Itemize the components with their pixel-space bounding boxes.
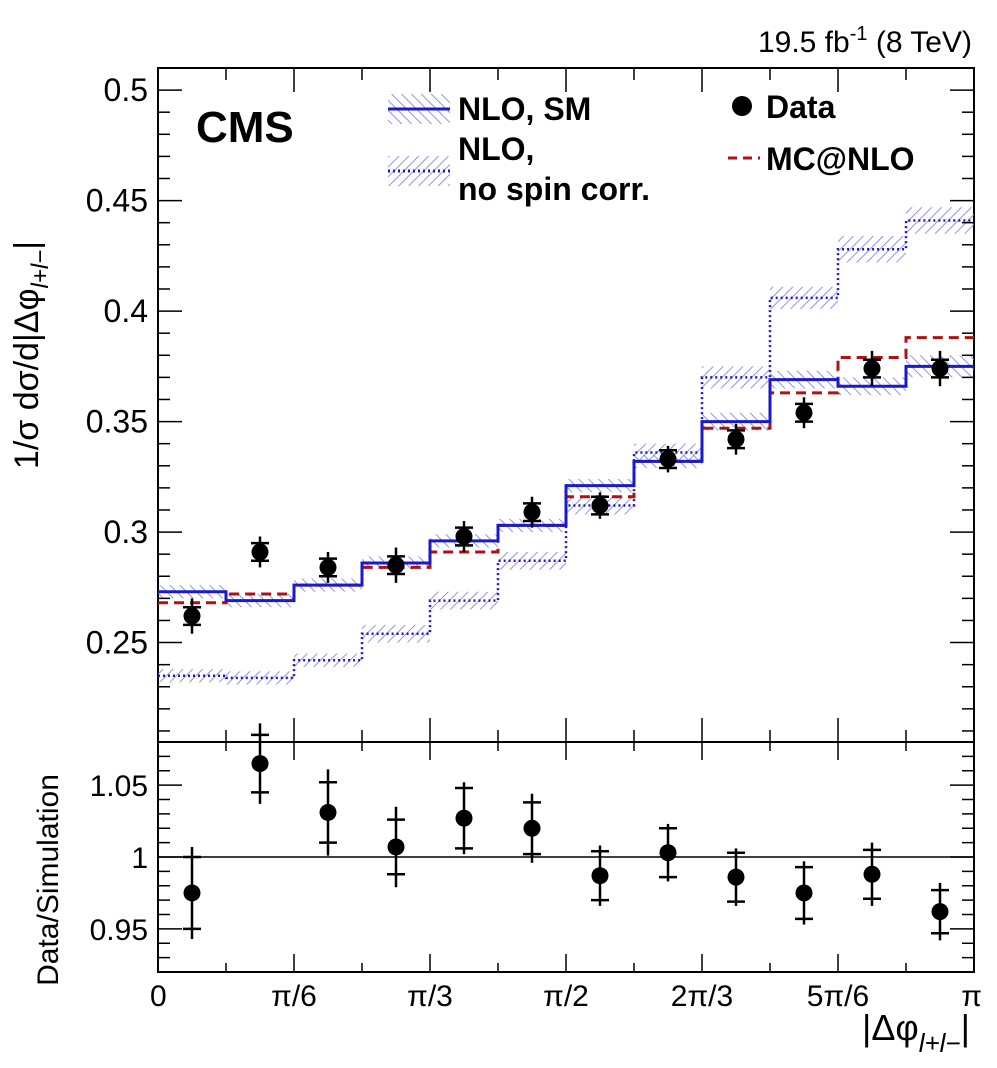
- xtick-label-4: 2π/3: [671, 980, 733, 1013]
- data-point-10: [863, 360, 881, 378]
- ratio-point-1: [251, 755, 269, 773]
- ytick-top-label-0: 0.25: [86, 625, 148, 661]
- xtick-label-0: 0: [150, 980, 167, 1013]
- ytick-bottom-label-0: 0.95: [90, 914, 148, 947]
- ratio-point-3: [387, 838, 405, 856]
- data-point-4: [455, 527, 473, 545]
- ratio-point-11: [931, 903, 949, 921]
- data-point-8: [727, 430, 745, 448]
- line-nlo-no-spin-corr: [158, 219, 974, 680]
- luminosity-label: 19.5 fb-1 (8 TeV): [758, 23, 972, 59]
- band-nlo-nospin-bin-0: [158, 669, 226, 683]
- ratio-point-8: [727, 868, 745, 886]
- ytick-bottom-label-2: 1.05: [90, 770, 148, 803]
- top-series-lines: [158, 219, 974, 680]
- data-point-6: [591, 497, 609, 515]
- xtick-label-2: π/3: [407, 980, 453, 1013]
- legend-data-marker: [732, 96, 752, 116]
- legend-nlo-nospin-label-line2: no spin corr.: [458, 171, 650, 207]
- ytick-top-label-1: 0.3: [104, 514, 148, 550]
- band-nlo-nospin-bin-10: [838, 235, 906, 263]
- ytick-top-label-5: 0.5: [104, 72, 148, 108]
- data-point-9: [795, 404, 813, 422]
- legend-mcnlo-label: MC@NLO: [766, 141, 915, 177]
- ratio-point-4: [455, 809, 473, 827]
- bottom-ylabel: Data/Simulation: [32, 774, 65, 986]
- data-point-7: [659, 450, 677, 468]
- ratio-point-2: [319, 803, 337, 821]
- band-nlo-nospin-bin-5: [498, 551, 566, 570]
- data-point-3: [387, 556, 405, 574]
- ratio-point-10: [863, 865, 881, 883]
- ytick-top-label-2: 0.35: [86, 404, 148, 440]
- data-point-5: [523, 503, 541, 521]
- data-point-1: [251, 543, 269, 561]
- legend-data-label: Data: [766, 89, 836, 125]
- ratio-data-points: [183, 723, 949, 941]
- ratio-point-7: [659, 844, 677, 862]
- xtick-label-1: π/6: [271, 980, 317, 1013]
- xtick-label-5: 5π/6: [807, 980, 869, 1013]
- legend: NLO, SM NLO, no spin corr. Data MC@NLO: [388, 89, 915, 207]
- xtick-label-6: π: [961, 980, 982, 1013]
- x-axis-title: |Δφl+l−|: [862, 1007, 970, 1058]
- top-ylabel: 1/σ dσ/d|Δφl+l−|: [8, 241, 54, 469]
- xtick-label-3: π/2: [543, 980, 589, 1013]
- top-data-points: [183, 350, 949, 634]
- ratio-point-5: [523, 819, 541, 837]
- band-nlo-nospin-bin-1: [226, 671, 294, 685]
- legend-nlo-nospin-label-line1: NLO,: [458, 131, 534, 167]
- band-nlo-nospin-bin-9: [770, 286, 838, 309]
- ytick-top-label-4: 0.45: [86, 183, 148, 219]
- line-nlo-sm: [158, 364, 974, 603]
- data-point-2: [319, 558, 337, 576]
- top-uncertainty-bands: [158, 207, 974, 685]
- legend-nlo-sm-label: NLO, SM: [458, 91, 591, 127]
- ratio-point-6: [591, 867, 609, 885]
- axes-ticks: 0 π/6 π/3 π/2 2π/3 5π/6 π 0.25 0.3 0.35 0.4 0.45 0.5…: [86, 67, 982, 1013]
- ytick-top-label-3: 0.4: [104, 293, 148, 329]
- band-nlo-nospin-bin-2: [294, 653, 362, 667]
- cms-label: CMS: [196, 103, 294, 152]
- ytick-bottom-label-1: 1: [131, 842, 148, 875]
- band-nlo-nospin-bin-3: [362, 624, 430, 643]
- data-point-11: [931, 360, 949, 378]
- ratio-point-0: [183, 884, 201, 902]
- data-point-0: [183, 607, 201, 625]
- ratio-point-9: [795, 884, 813, 902]
